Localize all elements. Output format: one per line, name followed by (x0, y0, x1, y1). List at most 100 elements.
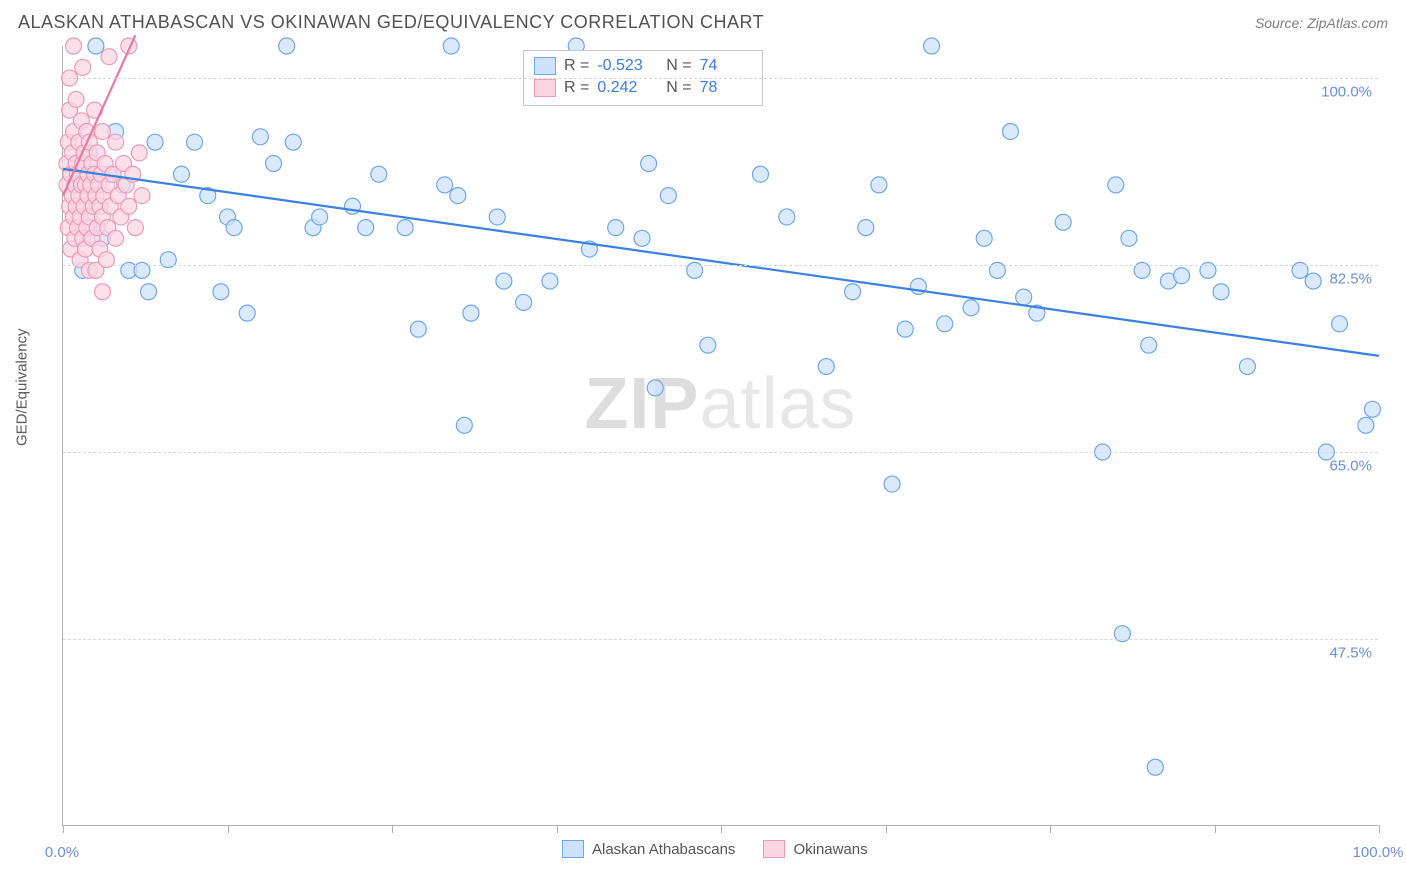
point-athabascan (173, 166, 189, 182)
y-tick-label: 47.5% (1329, 645, 1372, 662)
point-athabascan (397, 220, 413, 236)
point-athabascan (1141, 337, 1157, 353)
point-okinawan (68, 91, 84, 107)
point-athabascan (489, 209, 505, 225)
point-athabascan (266, 156, 282, 172)
point-athabascan (147, 134, 163, 150)
stat-r-value: -0.523 (597, 57, 649, 75)
point-athabascan (647, 380, 663, 396)
point-okinawan (127, 220, 143, 236)
stat-n-value: 78 (700, 79, 752, 97)
stat-n-value: 74 (700, 57, 752, 75)
point-athabascan (1305, 273, 1321, 289)
y-tick-label: 100.0% (1321, 84, 1372, 101)
point-okinawan (94, 284, 110, 300)
x-tick (1379, 825, 1380, 833)
point-athabascan (285, 134, 301, 150)
point-athabascan (213, 284, 229, 300)
point-athabascan (1016, 289, 1032, 305)
point-athabascan (371, 166, 387, 182)
point-athabascan (1174, 268, 1190, 284)
y-axis-title: GED/Equivalency (14, 328, 31, 446)
point-athabascan (456, 417, 472, 433)
point-okinawan (108, 230, 124, 246)
gridline (63, 639, 1378, 640)
point-athabascan (779, 209, 795, 225)
point-athabascan (312, 209, 328, 225)
point-athabascan (976, 230, 992, 246)
stats-row-athabascan: R = -0.523 N = 74 (534, 55, 752, 77)
gridline (63, 265, 1378, 266)
point-athabascan (1364, 401, 1380, 417)
point-okinawan (131, 145, 147, 161)
point-okinawan (108, 134, 124, 150)
stat-n-label: N = (657, 79, 691, 97)
scatter-svg (63, 46, 1378, 825)
point-athabascan (845, 284, 861, 300)
point-athabascan (634, 230, 650, 246)
legend-bottom: Alaskan Athabascans Okinawans (562, 840, 868, 858)
point-athabascan (516, 294, 532, 310)
x-tick-label: 0.0% (45, 844, 79, 861)
point-athabascan (1121, 230, 1137, 246)
point-okinawan (75, 59, 91, 75)
stat-r-label: R = (564, 79, 589, 97)
point-athabascan (226, 220, 242, 236)
point-athabascan (410, 321, 426, 337)
point-athabascan (752, 166, 768, 182)
point-athabascan (542, 273, 558, 289)
x-tick (392, 825, 393, 833)
chart-title: ALASKAN ATHABASCAN VS OKINAWAN GED/EQUIV… (18, 12, 764, 33)
point-athabascan (1108, 177, 1124, 193)
stat-r-label: R = (564, 57, 589, 75)
point-athabascan (463, 305, 479, 321)
trendline-athabascan (63, 169, 1379, 356)
legend-item-athabascan: Alaskan Athabascans (562, 840, 735, 858)
point-athabascan (884, 476, 900, 492)
point-okinawan (101, 49, 117, 65)
point-athabascan (187, 134, 203, 150)
point-athabascan (641, 156, 657, 172)
point-athabascan (858, 220, 874, 236)
point-athabascan (443, 38, 459, 54)
point-athabascan (818, 359, 834, 375)
stats-row-okinawan: R = 0.242 N = 78 (534, 77, 752, 99)
point-athabascan (252, 129, 268, 145)
y-tick-label: 65.0% (1329, 458, 1372, 475)
legend-swatch (763, 840, 785, 858)
x-tick (1215, 825, 1216, 833)
point-athabascan (963, 300, 979, 316)
point-athabascan (1003, 123, 1019, 139)
gridline (63, 78, 1378, 79)
point-athabascan (279, 38, 295, 54)
legend-swatch (562, 840, 584, 858)
point-athabascan (1332, 316, 1348, 332)
point-athabascan (88, 38, 104, 54)
plot-area: ZIPatlas R = -0.523 N = 74R = 0.242 N = … (62, 46, 1378, 826)
point-athabascan (700, 337, 716, 353)
point-athabascan (141, 284, 157, 300)
x-tick (63, 825, 64, 833)
point-athabascan (450, 188, 466, 204)
y-tick-label: 82.5% (1329, 271, 1372, 288)
point-athabascan (1147, 759, 1163, 775)
point-okinawan (94, 123, 110, 139)
x-tick (1050, 825, 1051, 833)
legend-swatch (534, 57, 556, 75)
x-tick (886, 825, 887, 833)
point-athabascan (1358, 417, 1374, 433)
point-athabascan (358, 220, 374, 236)
point-athabascan (897, 321, 913, 337)
x-tick (721, 825, 722, 833)
source-attribution: Source: ZipAtlas.com (1255, 15, 1388, 31)
point-athabascan (937, 316, 953, 332)
legend-label: Alaskan Athabascans (592, 841, 735, 858)
point-athabascan (239, 305, 255, 321)
point-athabascan (871, 177, 887, 193)
point-athabascan (1239, 359, 1255, 375)
legend-item-okinawan: Okinawans (763, 840, 867, 858)
point-athabascan (660, 188, 676, 204)
x-tick (557, 825, 558, 833)
stat-n-label: N = (657, 57, 691, 75)
point-athabascan (1213, 284, 1229, 300)
